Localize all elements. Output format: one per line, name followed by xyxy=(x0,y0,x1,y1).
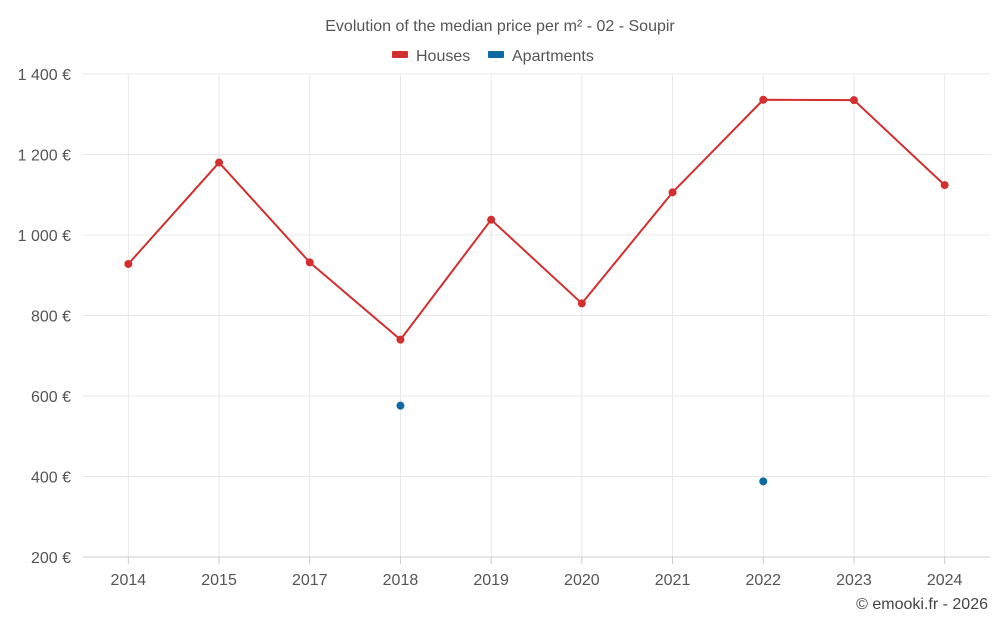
x-tick-label: 2017 xyxy=(292,572,328,589)
data-point-houses-2015[interactable] xyxy=(215,158,224,167)
y-tick-label: 800 € xyxy=(31,309,71,326)
y-tick-label: 400 € xyxy=(31,470,71,487)
data-point-houses-2024[interactable] xyxy=(940,181,949,190)
credit-text: © emooki.fr - 2026 xyxy=(856,596,988,613)
legend-swatch-apartments xyxy=(488,51,504,58)
x-tick-label: 2014 xyxy=(111,572,147,589)
y-tick-label: 1 000 € xyxy=(18,228,71,245)
data-point-houses-2014[interactable] xyxy=(124,259,133,268)
series-line-houses xyxy=(127,98,946,341)
x-tick-label: 2024 xyxy=(927,572,963,589)
data-point-houses-2017[interactable] xyxy=(305,258,314,267)
data-point-houses-2018[interactable] xyxy=(396,335,405,344)
data-point-apartments-2018[interactable] xyxy=(396,401,405,410)
series-apartments xyxy=(396,401,768,486)
data-point-houses-2020[interactable] xyxy=(577,299,586,308)
axes xyxy=(83,556,990,564)
chart-title: Evolution of the median price per m² - 0… xyxy=(325,18,675,35)
x-tick-label: 2019 xyxy=(473,572,509,589)
x-tick-label: 2021 xyxy=(655,572,691,589)
data-point-houses-2022[interactable] xyxy=(759,95,768,104)
data-point-houses-2019[interactable] xyxy=(487,215,496,224)
data-point-houses-2023[interactable] xyxy=(849,96,858,105)
series-layer xyxy=(124,95,949,486)
x-tick-label: 2015 xyxy=(201,572,237,589)
data-point-houses-2021[interactable] xyxy=(668,188,677,197)
y-tick-label: 600 € xyxy=(31,389,71,406)
tick-labels: 200 € 400 € 600 € 800 € 1 000 € 1 200 € 1 400 … xyxy=(18,67,963,589)
series-houses xyxy=(124,95,949,344)
y-tick-label: 200 € xyxy=(31,550,71,567)
legend-label-apartments[interactable]: Apartments xyxy=(512,48,594,65)
data-point-apartments-2022[interactable] xyxy=(759,477,768,486)
y-tick-label: 1 200 € xyxy=(18,148,71,165)
chart-legend: Houses Apartments xyxy=(392,48,594,65)
x-tick-label: 2022 xyxy=(745,572,781,589)
x-tick-label: 2020 xyxy=(564,572,600,589)
y-tick-label: 1 400 € xyxy=(18,67,71,84)
x-tick-label: 2023 xyxy=(836,572,872,589)
x-tick-label: 2018 xyxy=(383,572,419,589)
legend-swatch-houses xyxy=(392,51,408,58)
legend-label-houses[interactable]: Houses xyxy=(416,48,470,65)
grid-lines xyxy=(83,73,990,558)
